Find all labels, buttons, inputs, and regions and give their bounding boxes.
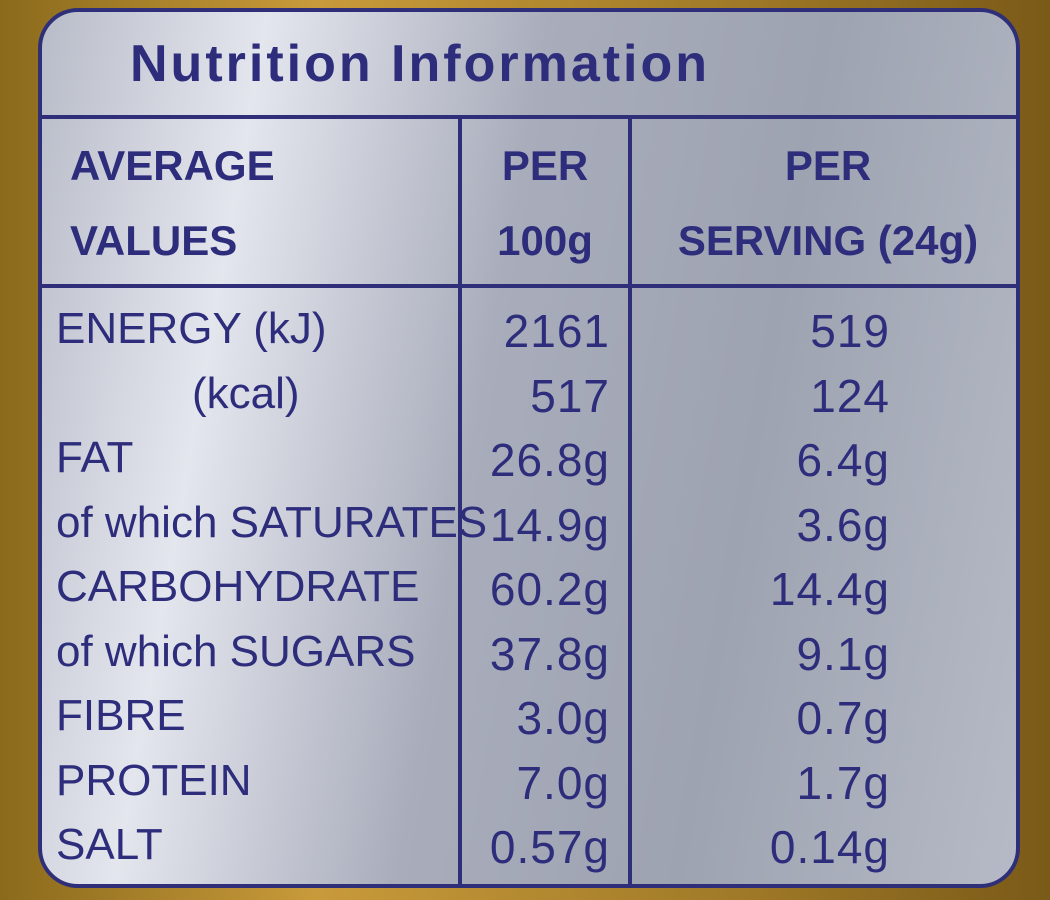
per-100g: 3.0g <box>516 692 610 744</box>
per-100g: 0.57g <box>489 821 610 873</box>
per-100g: 37.8g <box>489 627 610 680</box>
row-label: (kcal) <box>192 368 300 418</box>
per-100g: 26.8g <box>489 434 610 486</box>
per-serving: 519 <box>810 305 890 357</box>
per-serving: 6.4g <box>796 434 890 486</box>
per-100g: 517 <box>530 369 610 422</box>
nutrition-panel: Nutrition Information AVERAGE VALUES PER 10… <box>38 8 1020 888</box>
row-label: ENERGY (kJ) <box>56 304 327 353</box>
per-serving: 9.1g <box>796 627 890 680</box>
per-serving: 3.6g <box>796 498 890 551</box>
header-cell: 100g <box>497 217 593 264</box>
header-cell: PER <box>784 142 872 189</box>
per-serving: 0.7g <box>796 692 890 744</box>
per-100g: 60.2g <box>489 563 610 615</box>
rule <box>628 115 632 884</box>
row-label: FIBRE <box>56 691 186 740</box>
row-label: FAT <box>56 433 134 482</box>
title: Nutrition Information <box>130 35 711 93</box>
row-label: of which SATURATES <box>56 497 488 547</box>
per-serving: 14.4g <box>769 563 890 615</box>
per-serving: 124 <box>810 369 890 422</box>
row-label: PROTEIN <box>56 755 252 805</box>
rule <box>42 284 1016 288</box>
per-serving: 0.14g <box>769 821 890 873</box>
per-100g: 2161 <box>503 305 610 357</box>
header-cell: VALUES <box>70 217 238 264</box>
rule <box>458 115 462 884</box>
header-cell: SERVING (24g) <box>677 217 979 264</box>
per-100g: 14.9g <box>489 498 610 551</box>
row-label: of which SUGARS <box>56 626 416 676</box>
rule <box>42 115 1016 119</box>
row-label: SALT <box>56 820 163 869</box>
per-100g: 7.0g <box>516 756 610 809</box>
header-cell: AVERAGE <box>70 142 275 189</box>
row-label: CARBOHYDRATE <box>56 562 420 611</box>
per-serving: 1.7g <box>796 756 890 809</box>
header-cell: PER <box>501 142 589 189</box>
